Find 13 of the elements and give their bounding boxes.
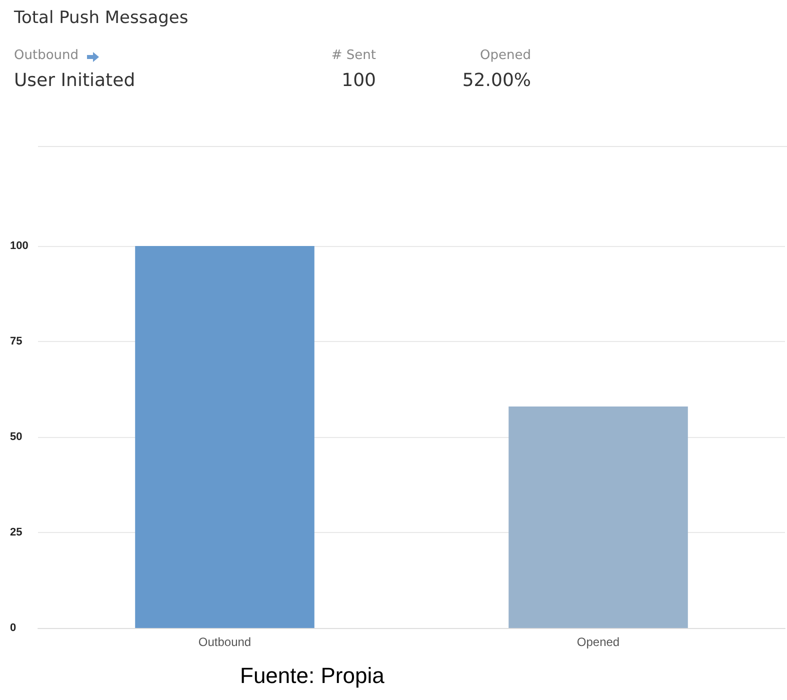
y-tick-label: 0 [10, 622, 16, 634]
chart-title: Total Push Messages [14, 8, 188, 28]
text: # Sent [331, 48, 376, 63]
y-tick-label: 25 [10, 526, 22, 538]
text: Outbound [14, 48, 79, 63]
y-tick-label: 100 [10, 240, 28, 252]
source-note: Fuente: Propia [240, 663, 384, 689]
text: Opened [480, 48, 531, 63]
text: 100 [342, 70, 376, 91]
text: User Initiated [14, 70, 136, 91]
y-tick-label: 75 [10, 336, 22, 348]
y-tick-label: 50 [10, 431, 22, 443]
text: 52.00% [462, 70, 531, 91]
